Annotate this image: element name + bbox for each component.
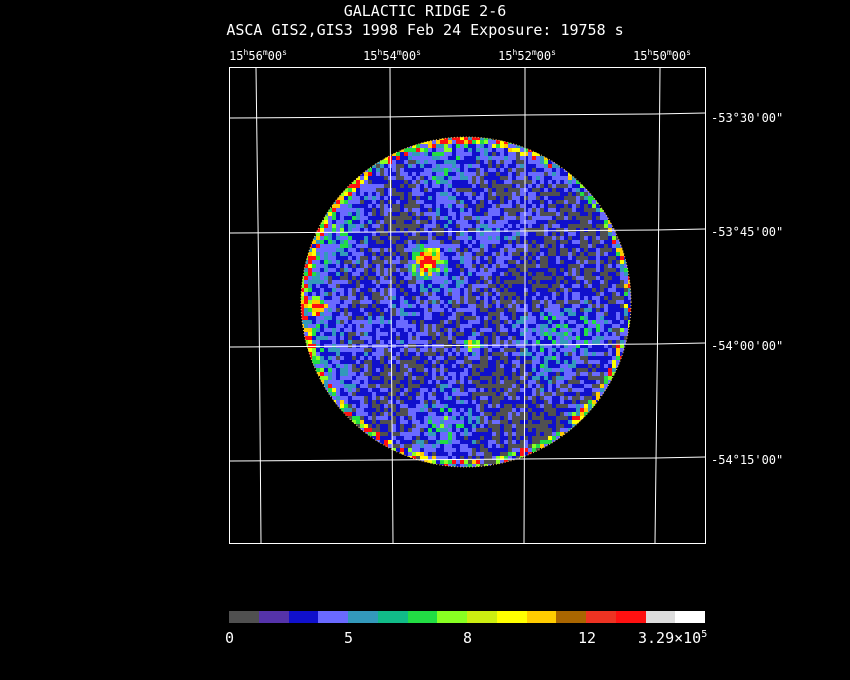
colorbar-segment bbox=[229, 611, 259, 623]
dec-tick-label: -54°00'00" bbox=[711, 339, 784, 353]
image-title: GALACTIC RIDGE 2-6 bbox=[343, 2, 507, 20]
image-frame bbox=[229, 67, 706, 544]
ra-tick-label: 15h54m00s bbox=[363, 48, 421, 63]
colorbar-segment bbox=[377, 611, 408, 623]
colorbar-segment bbox=[437, 611, 467, 623]
ra-tick-label: 15h56m00s bbox=[229, 48, 287, 63]
colorbar-segment bbox=[496, 611, 527, 623]
dec-gridline bbox=[229, 228, 706, 234]
colorbar-segment bbox=[288, 611, 319, 623]
colorbar-label: 5 bbox=[344, 629, 354, 647]
colorbar-segment bbox=[556, 611, 586, 623]
dec-gridline bbox=[229, 112, 706, 119]
dec-tick-label: -54°15'00" bbox=[711, 453, 784, 467]
colorbar-segment bbox=[467, 611, 497, 623]
colorbar-segment bbox=[645, 611, 676, 623]
sky-image bbox=[229, 67, 706, 544]
colorbar-segment bbox=[586, 611, 616, 623]
colorbar-segment bbox=[348, 611, 378, 623]
ra-gridline bbox=[523, 68, 526, 544]
ra-gridline bbox=[389, 67, 394, 544]
dec-tick-label: -53°45'00" bbox=[711, 225, 784, 239]
ra-tick-label: 15h52m00s bbox=[498, 48, 556, 63]
dec-gridline bbox=[229, 456, 706, 462]
image-subtitle: ASCA GIS2,GIS3 1998 Feb 24 Exposure: 197… bbox=[226, 21, 624, 39]
field-of-view-edge bbox=[300, 136, 632, 468]
colorbar-max-label: 3.29×105 bbox=[638, 629, 708, 647]
colorbar-segment bbox=[615, 611, 646, 623]
colorbar-segment bbox=[526, 611, 557, 623]
colorbar-segment bbox=[318, 611, 348, 623]
dec-gridline bbox=[229, 342, 706, 348]
colorbar-segment bbox=[675, 611, 705, 623]
colorbar-segment bbox=[407, 611, 438, 623]
ra-gridline bbox=[654, 67, 661, 544]
colorbar-segment bbox=[258, 611, 289, 623]
dec-tick-label: -53°30'00" bbox=[711, 111, 784, 125]
colorbar-label: 12 bbox=[578, 629, 597, 647]
colorbar-label: 8 bbox=[463, 629, 473, 647]
coordinate-grid bbox=[229, 67, 706, 544]
ra-tick-label: 15h50m00s bbox=[633, 48, 691, 63]
colorbar-label: 0 bbox=[225, 629, 235, 647]
ra-gridline bbox=[255, 67, 262, 544]
x-ray-intensity-map bbox=[301, 137, 631, 467]
colorbar bbox=[229, 611, 705, 623]
